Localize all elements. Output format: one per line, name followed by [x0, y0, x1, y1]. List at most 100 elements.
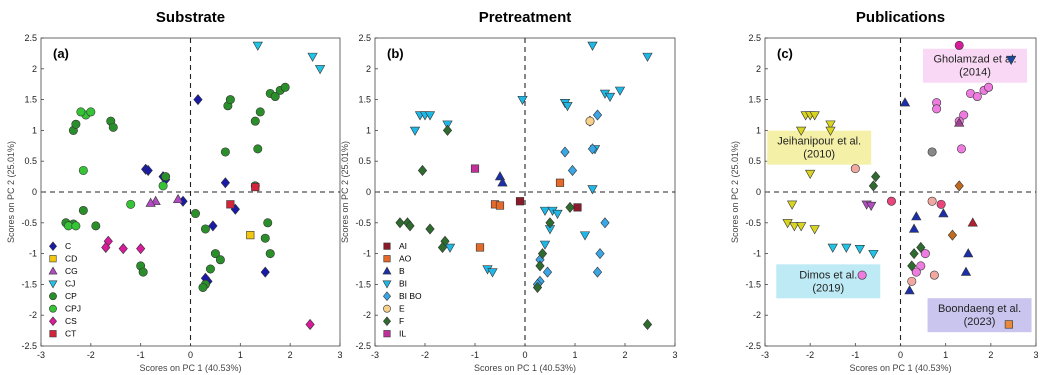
data-point — [545, 217, 555, 229]
data-point — [795, 126, 807, 136]
data-point — [592, 109, 603, 121]
x-tick-label: -2 — [421, 350, 429, 360]
panel-title: Substrate — [156, 9, 225, 26]
legend-label: AI — [399, 241, 407, 251]
y-tick-label: 1 — [366, 125, 371, 135]
data-point — [190, 209, 200, 219]
data-point — [76, 107, 86, 117]
y-tick-label: -2.5 — [745, 341, 761, 351]
data-point — [535, 260, 545, 272]
data-point — [210, 249, 220, 259]
legend-label: CPJ — [65, 304, 81, 314]
data-point — [158, 181, 168, 191]
data-point — [91, 221, 101, 231]
annotation-label: Dimos et al. (2019) — [799, 269, 857, 294]
data-point — [782, 219, 793, 229]
series-11 — [954, 117, 965, 127]
data-point — [947, 229, 958, 241]
legend-swatch — [49, 304, 57, 313]
x-axis-label: Scores on PC 1 (40.53%) — [474, 363, 576, 373]
data-point — [916, 241, 926, 253]
legend-label: CS — [65, 316, 77, 326]
y-tick-label: 2 — [756, 64, 761, 74]
legend-label: CJ — [65, 279, 75, 289]
data-point — [868, 249, 879, 260]
data-point — [215, 255, 225, 265]
data-point — [442, 124, 453, 136]
data-point — [579, 231, 591, 241]
data-point — [857, 270, 867, 280]
y-tick-label: 1.5 — [358, 95, 371, 105]
y-tick-label: 1 — [32, 125, 37, 135]
data-point — [642, 318, 653, 330]
data-point — [825, 120, 836, 130]
legend-swatch — [48, 266, 58, 275]
series-9 — [886, 196, 946, 209]
data-point — [220, 177, 230, 189]
series-cpj — [63, 107, 168, 231]
panel-label: (a) — [53, 46, 69, 61]
annotation-label: Jeihanipour et al. (2010) — [777, 136, 861, 161]
legend-label: IL — [399, 329, 406, 339]
data-point — [904, 285, 915, 295]
data-point — [495, 201, 505, 210]
data-point — [642, 52, 653, 62]
annotation-box — [776, 264, 881, 299]
panel-2: Pretreatment -3 -2 -1 0 1 2 3 -2.5 -2 -1.5 -1 -0.5 0 0… — [340, 9, 678, 373]
data-point — [555, 178, 565, 187]
annotation-box — [927, 298, 1032, 333]
panel-label: (b) — [387, 46, 404, 61]
data-point — [193, 94, 203, 106]
data-point — [63, 221, 73, 231]
x-tick-label: -3 — [371, 350, 379, 360]
data-point — [161, 172, 171, 182]
x-tick-label: 2 — [622, 350, 627, 360]
legend-label: CP — [65, 291, 77, 301]
data-point — [307, 52, 318, 62]
legend-swatch — [383, 304, 391, 313]
x-tick-label: 0 — [522, 350, 527, 360]
data-point — [253, 144, 263, 154]
y-tick-label: 0.5 — [358, 156, 371, 166]
y-tick-label: 0.5 — [748, 156, 761, 166]
data-point — [395, 217, 405, 229]
legend: C CD CG CJ CP CPJ CS CT — [48, 241, 81, 339]
data-point — [604, 92, 616, 102]
data-point — [825, 126, 836, 136]
y-tick-label: -2 — [29, 310, 37, 320]
data-point — [871, 171, 881, 183]
data-point — [417, 164, 428, 176]
panel-title: Publications — [856, 9, 945, 26]
y-tick-label: -1.5 — [745, 279, 761, 289]
data-point — [967, 217, 978, 227]
data-point — [963, 248, 974, 258]
y-tick-label: 2.5 — [748, 33, 761, 43]
panel-label: (c) — [777, 46, 793, 61]
data-point — [552, 209, 563, 220]
y-tick-label: 0.5 — [24, 156, 37, 166]
data-point — [972, 92, 982, 102]
y-tick-label: -2 — [363, 310, 371, 320]
data-point — [886, 196, 896, 206]
legend-swatch — [383, 316, 391, 326]
data-point — [954, 117, 965, 127]
data-point — [592, 266, 603, 278]
data-point — [909, 248, 919, 260]
data-point — [920, 249, 930, 259]
data-point — [437, 241, 448, 253]
data-point — [567, 164, 578, 176]
legend-swatch — [382, 266, 392, 275]
series-il — [470, 164, 480, 173]
data-point — [108, 122, 118, 132]
x-tick-label: -3 — [761, 350, 769, 360]
y-tick-label: 0 — [366, 187, 371, 197]
y-tick-label: -1 — [753, 249, 761, 259]
x-tick-label: -2 — [806, 350, 814, 360]
data-point — [71, 119, 81, 129]
series-ao — [475, 178, 565, 252]
series-0 — [782, 111, 836, 235]
x-tick-label: 1 — [572, 350, 577, 360]
legend-label: F — [399, 316, 404, 326]
y-tick-label: 1 — [756, 125, 761, 135]
